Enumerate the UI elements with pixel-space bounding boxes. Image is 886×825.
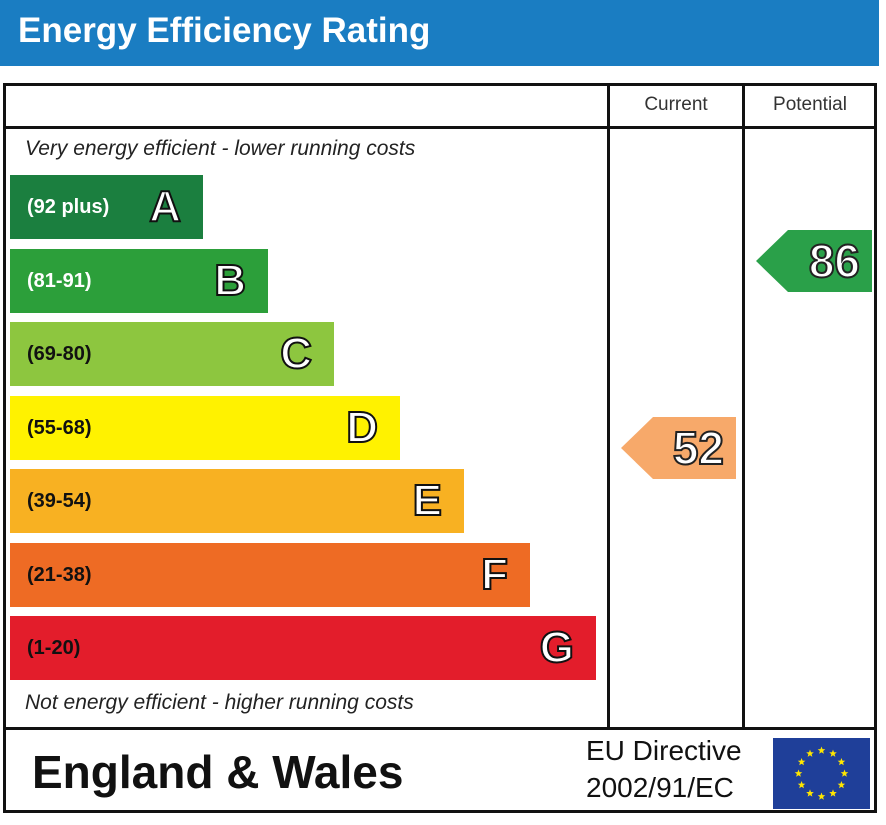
band-letter: E [412, 475, 443, 526]
band-range-label: (81-91) [27, 269, 92, 292]
footer-country: England & Wales [32, 746, 404, 798]
eu-star [829, 789, 837, 797]
current-rating-arrow-shape [621, 417, 736, 479]
eu-star [837, 781, 846, 789]
footer-divider [3, 727, 877, 730]
band-g: (1-20) G [10, 616, 596, 680]
band-letter: D [345, 402, 379, 453]
eu-star [840, 769, 849, 777]
band-range-label: (92 plus) [27, 196, 110, 218]
eu-star [817, 746, 826, 754]
band-letter: B [213, 255, 247, 306]
band-range-label: (21-38) [27, 563, 92, 586]
eu-star [797, 758, 806, 766]
column-header-potential: Potential [773, 94, 847, 115]
title-bar: Energy Efficiency Rating [0, 0, 879, 66]
eu-star [794, 769, 803, 777]
footer-directive: EU Directive 2002/91/EC [586, 732, 742, 806]
band-letter: C [279, 328, 313, 379]
band-letter: G [539, 622, 575, 673]
potential-rating-arrow-value: 86 [808, 234, 861, 288]
eu-star [817, 792, 826, 800]
eu-star [829, 749, 837, 757]
rating-table [3, 83, 877, 813]
potential-rating-arrow-shape [756, 229, 872, 292]
current-rating-arrow: 52 [621, 417, 736, 479]
header-divider [3, 126, 877, 129]
caption-bottom: Not energy efficient - higher running co… [25, 691, 414, 714]
eu-star [837, 758, 846, 766]
band-b: (81-91) B [10, 248, 268, 313]
band-range-label: (39-54) [27, 490, 92, 512]
eu-star [806, 749, 814, 757]
eu-flag-icon [773, 738, 870, 809]
band-range-label: (1-20) [27, 637, 81, 659]
column-header-current: Current [644, 94, 708, 115]
caption-top: Very energy efficient - lower running co… [25, 137, 416, 160]
band-d: (55-68) D [10, 395, 400, 460]
column-divider-current [607, 83, 610, 730]
band-e: (39-54) E [10, 469, 464, 533]
band-c: (69-80) C [10, 322, 334, 386]
band-f: (21-38) F [10, 542, 530, 607]
directive-line-1: EU Directive [586, 735, 742, 766]
directive-line-2: 2002/91/EC [586, 772, 734, 803]
band-a: (92 plus) A [10, 175, 203, 239]
band-letter: F [480, 549, 509, 600]
band-range-label: (69-80) [27, 343, 92, 365]
band-letter: A [148, 181, 182, 232]
chart-title: Energy Efficiency Rating [18, 11, 431, 50]
column-divider-potential [742, 83, 745, 730]
eu-star [797, 781, 806, 789]
current-rating-arrow-value: 52 [672, 421, 725, 475]
eu-star [806, 789, 814, 797]
potential-rating-arrow: 86 [756, 229, 872, 292]
band-range-label: (55-68) [27, 416, 92, 439]
